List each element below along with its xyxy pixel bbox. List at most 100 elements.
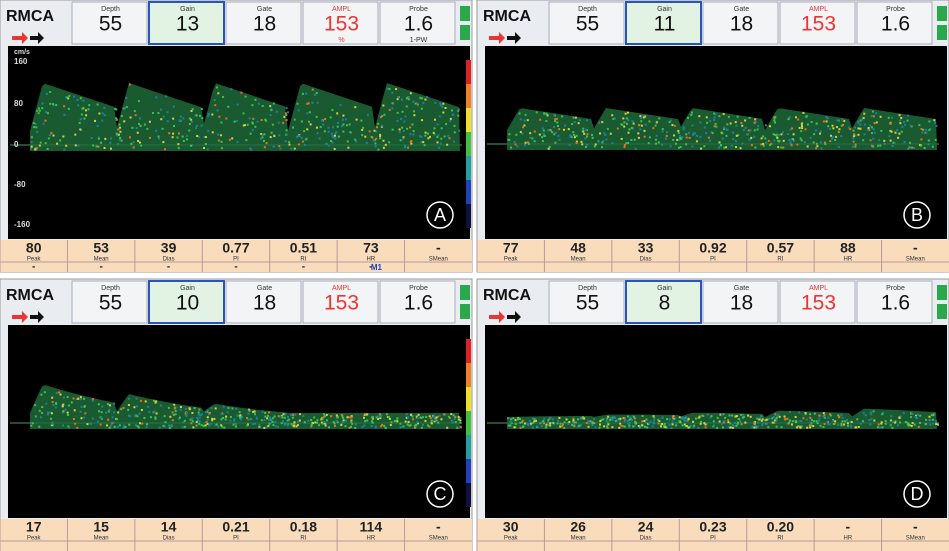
- speckle: [190, 120, 193, 123]
- speckle: [63, 148, 66, 151]
- speckle: [697, 426, 700, 429]
- speckle: [923, 147, 926, 150]
- speckle: [605, 419, 608, 422]
- speckle: [292, 126, 295, 129]
- speckle: [332, 136, 335, 139]
- speckle: [296, 102, 299, 105]
- speckle: [409, 133, 412, 136]
- speckle: [59, 393, 62, 396]
- metric-name: Peak: [504, 257, 519, 263]
- speckle: [909, 141, 912, 144]
- speckle: [204, 143, 207, 146]
- speckle: [582, 127, 585, 130]
- speckle: [872, 410, 875, 413]
- speckle: [879, 144, 882, 147]
- speckle: [137, 139, 140, 142]
- speckle: [434, 118, 437, 121]
- speckle: [453, 417, 456, 420]
- speckle: [852, 145, 855, 148]
- speckle: [80, 398, 83, 401]
- speckle: [619, 419, 622, 422]
- speckle: [925, 423, 928, 426]
- speckle: [33, 126, 36, 129]
- speckle: [791, 420, 794, 423]
- speckle: [188, 407, 191, 410]
- scroll-up[interactable]: [460, 285, 470, 300]
- scroll-up[interactable]: [460, 6, 470, 21]
- speckle: [139, 124, 142, 127]
- speckle: [74, 133, 77, 136]
- speckle: [459, 426, 462, 429]
- speckle: [185, 411, 188, 414]
- speckle: [55, 391, 58, 394]
- header-sub: 1-PW: [410, 37, 428, 44]
- metric-value: 73: [363, 240, 379, 256]
- scroll-down[interactable]: [937, 25, 947, 40]
- speckle: [711, 132, 714, 135]
- speckle: [413, 426, 416, 429]
- speckle: [137, 100, 140, 103]
- speckle: [436, 141, 439, 144]
- metric-name: RI: [777, 257, 783, 263]
- speckle: [541, 140, 544, 143]
- speckle: [675, 142, 678, 145]
- speckle: [109, 147, 112, 150]
- speckle: [661, 416, 664, 419]
- speckle: [732, 131, 735, 134]
- speckle: [402, 129, 405, 132]
- scroll-up[interactable]: [937, 6, 947, 21]
- scroll-down[interactable]: [460, 304, 470, 319]
- speckle: [756, 417, 759, 420]
- speckle: [665, 135, 668, 138]
- speckle: [349, 425, 352, 428]
- speckle: [197, 411, 200, 414]
- speckle: [591, 136, 594, 139]
- speckle: [661, 423, 664, 426]
- speckle: [859, 119, 862, 122]
- speckle: [112, 411, 115, 414]
- scroll-up[interactable]: [937, 285, 947, 300]
- scroll-down[interactable]: [460, 25, 470, 40]
- speckle: [364, 413, 367, 416]
- speckle: [200, 124, 203, 127]
- speckle: [623, 125, 626, 128]
- speckle: [36, 130, 39, 133]
- speckle: [616, 127, 619, 130]
- speckle: [870, 418, 873, 421]
- speckle: [753, 426, 756, 429]
- speckle: [432, 416, 435, 419]
- speckle: [456, 426, 459, 429]
- speckle: [929, 128, 932, 131]
- arrow-icon: [12, 32, 28, 44]
- speckle: [854, 145, 857, 148]
- speckle: [348, 123, 351, 126]
- speckle: [723, 146, 726, 149]
- speckle: [516, 145, 519, 148]
- speckle: [693, 132, 696, 135]
- arrow-icon: [489, 311, 505, 323]
- speckle: [103, 106, 106, 109]
- speckle: [554, 141, 557, 144]
- speckle: [794, 415, 797, 418]
- speckle: [265, 426, 268, 429]
- speckle: [827, 422, 830, 425]
- speckle: [519, 131, 522, 134]
- speckle: [826, 420, 829, 423]
- speckle: [754, 424, 757, 427]
- speckle: [235, 422, 238, 425]
- speckle: [531, 426, 534, 429]
- speckle: [514, 422, 517, 425]
- speckle: [682, 417, 685, 420]
- speckle: [91, 417, 94, 420]
- speckle: [551, 131, 554, 134]
- speckle: [775, 416, 778, 419]
- speckle: [38, 409, 41, 412]
- speckle: [217, 425, 220, 428]
- speckle: [713, 125, 716, 128]
- speckle: [734, 140, 737, 143]
- scroll-down[interactable]: [937, 304, 947, 319]
- speckle: [891, 145, 894, 148]
- speckle: [284, 112, 287, 115]
- speckle: [651, 425, 654, 428]
- speckle: [361, 425, 364, 428]
